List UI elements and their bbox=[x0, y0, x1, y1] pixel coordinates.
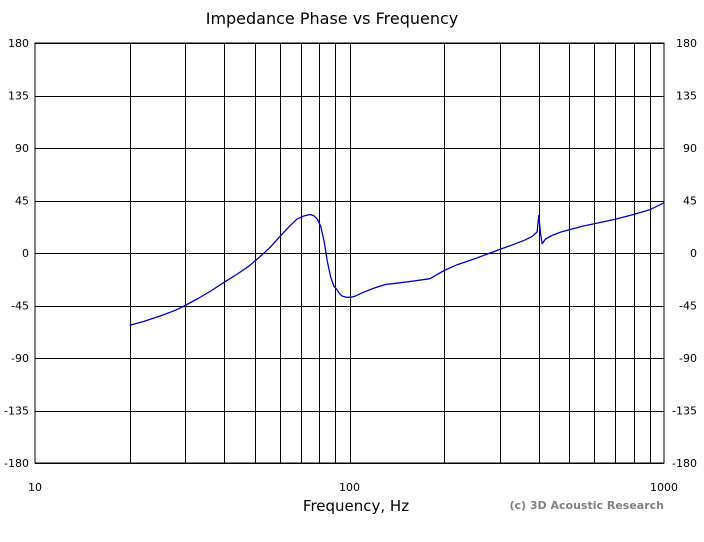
y-tick-label-right: 180 bbox=[676, 37, 697, 50]
y-tick-label-left: 180 bbox=[8, 37, 29, 50]
y-tick-label-left: -90 bbox=[11, 352, 29, 365]
y-tick-label-right: 90 bbox=[683, 142, 697, 155]
y-tick-label-left: 90 bbox=[15, 142, 29, 155]
y-tick-label-left: 45 bbox=[15, 195, 29, 208]
y-tick-label-right: 45 bbox=[683, 195, 697, 208]
plot-grid bbox=[34, 42, 665, 464]
y-axis-left: 180 135 90 45 0 -45 -90 -135 -180 bbox=[4, 37, 29, 470]
x-axis: 10 100 1000 bbox=[28, 481, 678, 494]
x-tick-label: 10 bbox=[28, 481, 42, 494]
y-tick-label-right: 135 bbox=[676, 90, 697, 103]
series-layer bbox=[129, 202, 665, 326]
y-tick-label-left: 135 bbox=[8, 90, 29, 103]
y-tick-label-right: -180 bbox=[672, 457, 697, 470]
x-axis-label: Frequency, Hz bbox=[303, 497, 409, 515]
y-tick-label-right: -135 bbox=[672, 405, 697, 418]
y-tick-label-right: -45 bbox=[679, 300, 697, 313]
series-line-impedance-phase bbox=[129, 202, 665, 326]
chart-title: Impedance Phase vs Frequency bbox=[206, 9, 459, 28]
y-tick-label-left: -45 bbox=[11, 300, 29, 313]
credit-text: (c) 3D Acoustic Research bbox=[509, 499, 664, 512]
y-tick-label-right: -90 bbox=[679, 352, 697, 365]
y-tick-label-left: 0 bbox=[22, 247, 29, 260]
x-tick-label: 100 bbox=[339, 481, 360, 494]
y-axis-right: 180 135 90 45 0 -45 -90 -135 -180 bbox=[672, 37, 697, 470]
y-tick-label-right: 0 bbox=[690, 247, 697, 260]
y-tick-label-left: -135 bbox=[4, 405, 29, 418]
y-tick-label-left: -180 bbox=[4, 457, 29, 470]
x-tick-label: 1000 bbox=[650, 481, 678, 494]
